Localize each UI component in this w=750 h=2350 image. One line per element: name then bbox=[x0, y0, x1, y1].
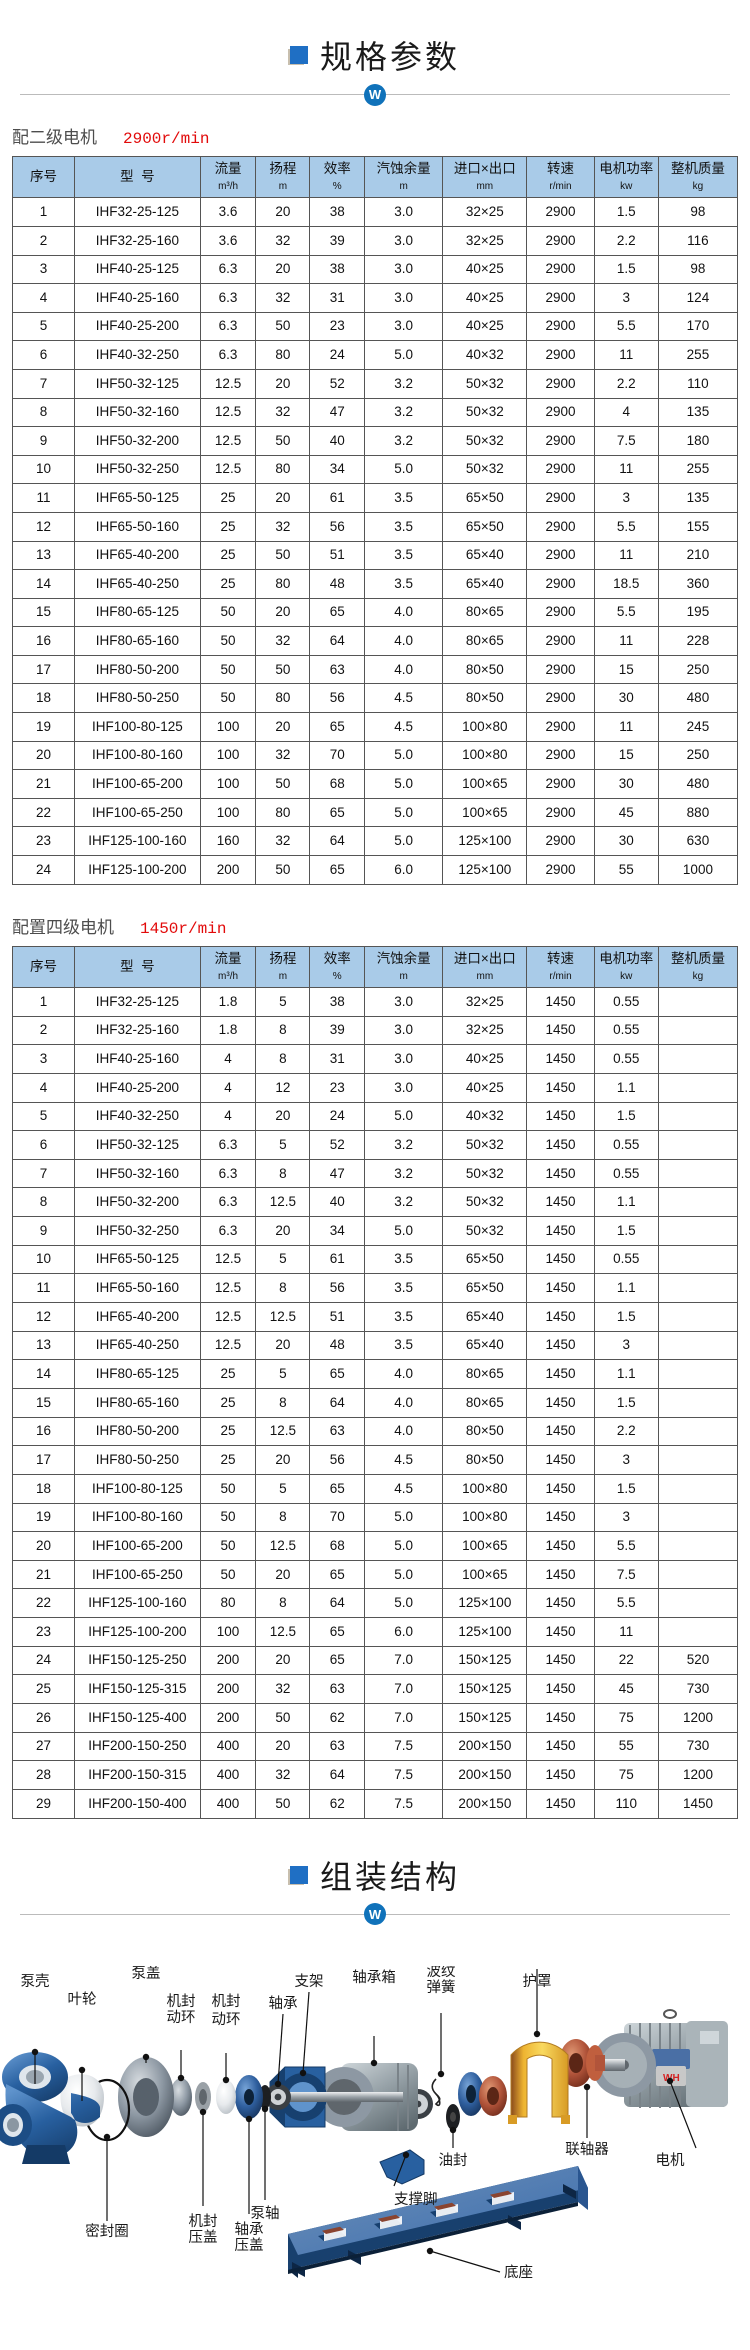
svg-text:动环: 动环 bbox=[167, 2009, 196, 2026]
svg-text:密封圈: 密封圈 bbox=[85, 2223, 129, 2240]
svg-text:泵轴: 泵轴 bbox=[251, 2205, 280, 2222]
svg-text:支架: 支架 bbox=[295, 1973, 324, 1990]
svg-text:机封: 机封 bbox=[167, 1993, 196, 2010]
svg-text:压盖: 压盖 bbox=[235, 2237, 264, 2254]
svg-text:压盖: 压盖 bbox=[189, 2229, 218, 2246]
svg-text:支撑脚: 支撑脚 bbox=[394, 2191, 438, 2208]
svg-text:泵壳: 泵壳 bbox=[21, 1973, 50, 1990]
svg-text:机封: 机封 bbox=[189, 2213, 218, 2230]
svg-text:机封: 机封 bbox=[212, 1993, 241, 2010]
svg-text:轴承: 轴承 bbox=[235, 2221, 264, 2238]
svg-text:油封: 油封 bbox=[439, 2152, 468, 2169]
svg-text:波纹: 波纹 bbox=[427, 1966, 456, 1980]
svg-text:动环: 动环 bbox=[212, 2011, 241, 2028]
svg-text:联轴器: 联轴器 bbox=[565, 2141, 609, 2158]
svg-text:弹簧: 弹簧 bbox=[427, 1979, 456, 1996]
svg-text:叶轮: 叶轮 bbox=[68, 1991, 97, 2008]
svg-text:电机: 电机 bbox=[656, 2152, 685, 2169]
svg-text:轴承: 轴承 bbox=[269, 1995, 298, 2012]
svg-text:护罩: 护罩 bbox=[523, 1973, 552, 1990]
svg-text:泵盖: 泵盖 bbox=[132, 1966, 161, 1982]
svg-text:底座: 底座 bbox=[504, 2264, 533, 2281]
svg-text:轴承箱: 轴承箱 bbox=[352, 1969, 396, 1986]
